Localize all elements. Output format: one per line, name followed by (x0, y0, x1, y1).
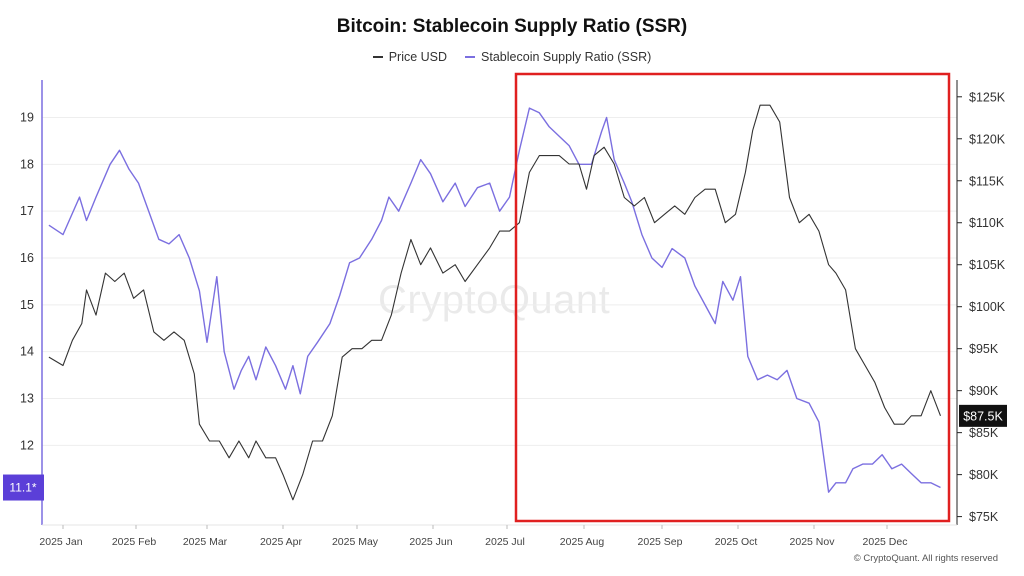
left-tick-label: 18 (20, 157, 34, 171)
price-line (48, 104, 942, 501)
right-tick-label: $105K (969, 258, 1006, 272)
x-tick-label: 2025 Jun (409, 536, 452, 548)
left-tick-label: 14 (20, 345, 34, 359)
gridlines (42, 116, 957, 446)
x-tick-label: 2025 Dec (863, 536, 908, 548)
right-tick-label: $90K (969, 384, 999, 398)
x-tick-label: 2025 Jan (39, 536, 82, 548)
x-tick-label: 2025 Nov (790, 536, 836, 548)
legend-item-ssr[interactable]: Stablecoin Supply Ratio (SSR) (465, 50, 651, 64)
legend-swatch-ssr (465, 56, 476, 58)
legend-swatch-price (372, 56, 383, 58)
x-tick-label: 2025 May (332, 536, 379, 548)
copyright-notice: © CryptoQuant. All rights reserved (853, 553, 998, 564)
right-tick-label: $95K (969, 342, 999, 356)
current-price-badge (959, 404, 1007, 427)
left-tick-label: 19 (20, 110, 34, 124)
current-ssr-badge (3, 474, 44, 501)
x-tick-label: 2025 Jul (485, 536, 525, 548)
right-tick-label: $80K (969, 468, 999, 482)
right-tick-label: $125K (969, 90, 1006, 104)
right-tick-label: $75K (969, 510, 999, 524)
legend-item-price[interactable]: Price USD (372, 50, 448, 64)
right-tick-label: $100K (969, 300, 1006, 314)
legend-label-price: Price USD (388, 50, 448, 64)
current-ssr-badge-text: 11.1* (9, 481, 36, 495)
x-tick-label: 2025 Sep (638, 536, 683, 548)
ssr-line (48, 107, 941, 493)
x-tick-label: 2025 Aug (560, 536, 605, 548)
chart-title: Bitcoin: Stablecoin Supply Ratio (SSR) (336, 16, 688, 37)
current-price-badge-text: $87.5K (963, 409, 1003, 423)
right-tick-label: $85K (969, 426, 999, 440)
right-tick-label: $115K (969, 174, 1005, 188)
annotations: 11.1* $87.5K (3, 72, 1007, 523)
left-tick-label: 12 (20, 438, 34, 452)
x-tick-label: 2025 Feb (112, 536, 157, 548)
left-tick-label: 13 (20, 392, 34, 406)
left-tick-label: 15 (20, 298, 34, 312)
axes: 12 13 14 15 16 17 18 19 $75K $80K $85K $90K $95K $100… (20, 80, 1006, 548)
left-tick-label: 16 (20, 251, 34, 265)
legend-label-ssr: Stablecoin Supply Ratio (SSR) (481, 50, 652, 64)
left-tick-label: 17 (20, 204, 34, 218)
x-tick-label: 2025 Apr (260, 536, 303, 548)
watermark: CryptoQuant (378, 278, 611, 322)
x-tick-label: 2025 Mar (183, 536, 228, 548)
x-tick-label: 2025 Oct (715, 536, 758, 548)
legend: Price USD Stablecoin Supply Ratio (SSR) (0, 50, 1024, 64)
right-tick-label: $120K (969, 132, 1006, 146)
highlight-box (514, 72, 951, 523)
series (48, 104, 942, 501)
right-tick-label: $110K (969, 216, 1005, 230)
